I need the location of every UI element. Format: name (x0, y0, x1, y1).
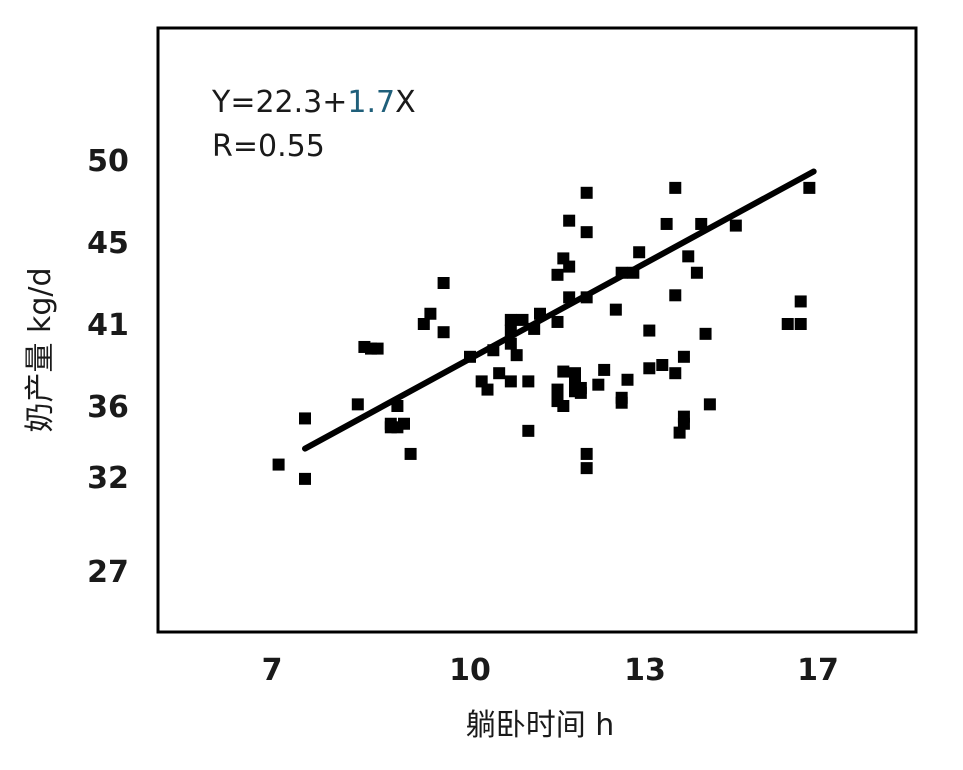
data-point (504, 313, 517, 326)
data-point (580, 462, 593, 475)
data-point (569, 367, 581, 380)
data-point (703, 398, 716, 411)
x-tick-label: 10 (449, 653, 491, 688)
regression-slope: 1.7 (347, 85, 395, 120)
data-point (729, 219, 742, 232)
data-point (677, 350, 690, 363)
data-point (404, 447, 417, 460)
data-point (669, 181, 682, 194)
y-axis-label: 奶产量 kg/d (23, 267, 58, 432)
data-point (384, 421, 397, 434)
data-point (551, 315, 564, 328)
data-point (656, 359, 669, 371)
data-point (580, 447, 593, 460)
data-point (677, 410, 690, 423)
correlation-coefficient: R=0.55 (212, 129, 325, 164)
data-point (557, 365, 570, 378)
data-point (781, 318, 794, 330)
data-point (516, 313, 529, 326)
data-point (551, 268, 564, 281)
data-point (682, 250, 695, 263)
y-tick-label: 32 (87, 461, 129, 496)
data-point (551, 383, 564, 396)
data-point (351, 398, 364, 411)
data-point (437, 326, 450, 339)
data-point (580, 186, 593, 199)
data-point (794, 295, 807, 308)
data-point (643, 324, 656, 337)
data-point (592, 378, 605, 391)
y-tick-label: 50 (87, 144, 129, 179)
data-point (660, 217, 673, 230)
data-point (522, 424, 535, 437)
data-point (371, 342, 384, 355)
data-point (563, 260, 576, 273)
data-point (522, 375, 535, 388)
data-point (417, 318, 430, 330)
data-point (580, 226, 593, 239)
regression-line (302, 168, 817, 452)
y-tick-label: 36 (87, 390, 129, 425)
y-tick-label: 45 (87, 226, 129, 261)
x-tick-label: 17 (797, 653, 839, 688)
y-tick-label: 41 (87, 308, 129, 343)
data-point (299, 412, 311, 425)
x-tick-label: 7 (262, 653, 283, 688)
data-point (615, 391, 628, 404)
data-point (272, 458, 285, 471)
y-tick-label: 27 (87, 555, 129, 590)
data-point (437, 277, 450, 289)
data-point (481, 383, 494, 396)
data-point (569, 385, 581, 398)
data-points (272, 181, 816, 485)
data-point (669, 367, 682, 380)
x-tick-label: 13 (624, 653, 666, 688)
data-point (621, 373, 634, 386)
y-axis-ticks: 27 32 36 41 45 50 (87, 144, 129, 590)
data-point (690, 266, 703, 279)
data-point (794, 318, 807, 330)
data-point (633, 246, 646, 259)
data-point (424, 307, 437, 320)
data-point (699, 327, 712, 340)
x-axis-label: 躺卧时间 h (466, 708, 615, 743)
data-point (398, 417, 410, 430)
data-point (643, 362, 656, 375)
plot-frame (156, 26, 918, 634)
data-point (557, 400, 570, 412)
data-point (299, 472, 311, 485)
data-point (669, 289, 682, 302)
data-point (493, 367, 506, 380)
data-point (563, 214, 576, 227)
data-point (598, 363, 611, 376)
data-point (803, 181, 816, 194)
data-point (510, 349, 523, 362)
data-point (504, 375, 517, 388)
data-point (695, 217, 708, 230)
data-point (609, 303, 622, 316)
x-axis-ticks: 7 10 13 17 (262, 653, 839, 688)
regression-equation: Y=22.3+1.7X (211, 85, 416, 120)
